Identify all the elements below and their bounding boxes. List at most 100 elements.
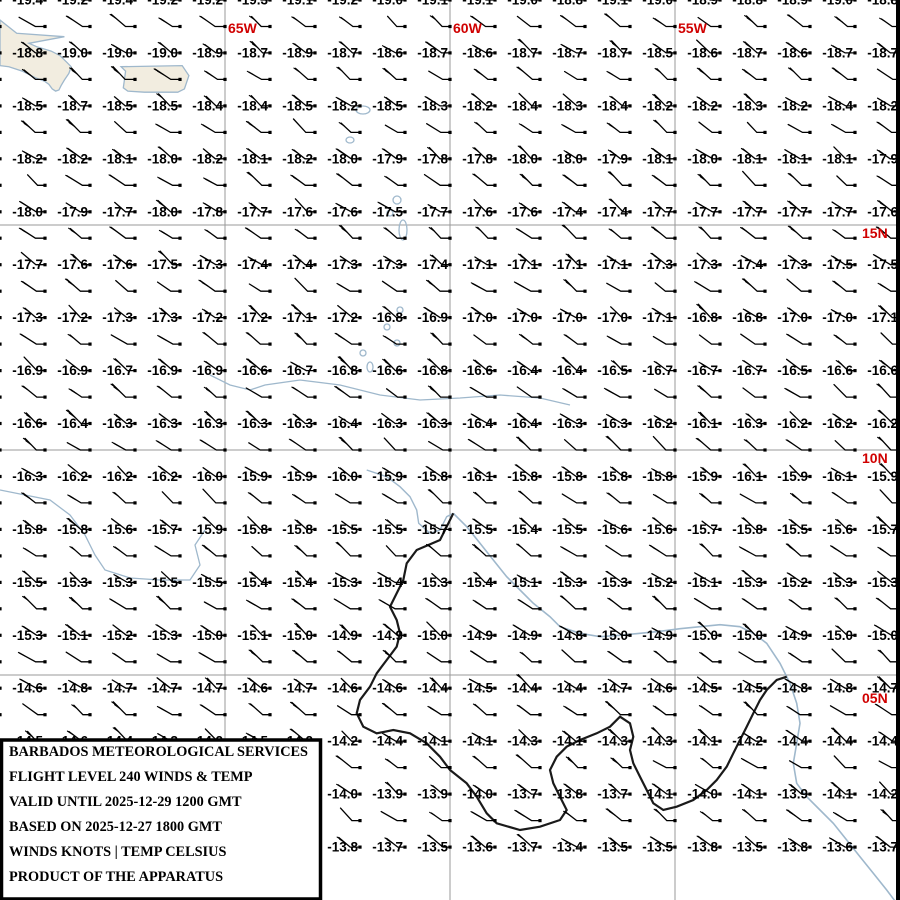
svg-text:-14.1: -14.1 bbox=[462, 734, 493, 749]
svg-text:-14.8: -14.8 bbox=[57, 681, 88, 696]
svg-text:-17.3: -17.3 bbox=[642, 257, 673, 272]
svg-text:-17.5: -17.5 bbox=[147, 257, 178, 272]
svg-text:-15.0: -15.0 bbox=[732, 628, 763, 643]
svg-text:-15.9: -15.9 bbox=[687, 469, 718, 484]
svg-text:-14.4: -14.4 bbox=[777, 734, 808, 749]
svg-text:-15.3: -15.3 bbox=[102, 575, 133, 590]
svg-text:-18.4: -18.4 bbox=[192, 98, 223, 113]
svg-text:-17.9: -17.9 bbox=[597, 151, 628, 166]
svg-text:-15.5: -15.5 bbox=[372, 522, 403, 537]
svg-text:-18.3: -18.3 bbox=[552, 98, 583, 113]
svg-text:-16.1: -16.1 bbox=[462, 469, 493, 484]
svg-text:-18.0: -18.0 bbox=[147, 151, 178, 166]
svg-text:-16.9: -16.9 bbox=[147, 363, 178, 378]
svg-text:-17.5: -17.5 bbox=[867, 257, 898, 272]
svg-text:-17.3: -17.3 bbox=[102, 310, 133, 325]
svg-text:-15.8: -15.8 bbox=[237, 522, 268, 537]
svg-text:-15.4: -15.4 bbox=[372, 575, 403, 590]
svg-text:-13.8: -13.8 bbox=[687, 840, 718, 855]
svg-text:-18.7: -18.7 bbox=[417, 45, 448, 60]
svg-text:-16.3: -16.3 bbox=[102, 416, 133, 431]
svg-text:10N: 10N bbox=[862, 450, 888, 466]
svg-text:-18.9: -18.9 bbox=[192, 45, 223, 60]
svg-text:-19.0: -19.0 bbox=[372, 0, 403, 8]
svg-text:-19.0: -19.0 bbox=[822, 0, 853, 8]
svg-text:-15.0: -15.0 bbox=[282, 628, 313, 643]
svg-text:-15.9: -15.9 bbox=[237, 469, 268, 484]
svg-text:-17.3: -17.3 bbox=[192, 257, 223, 272]
svg-text:-16.4: -16.4 bbox=[327, 416, 358, 431]
svg-text:-17.0: -17.0 bbox=[552, 310, 583, 325]
svg-text:-18.6: -18.6 bbox=[687, 45, 718, 60]
svg-text:-17.1: -17.1 bbox=[552, 257, 583, 272]
svg-text:-16.8: -16.8 bbox=[327, 363, 358, 378]
svg-text:-16.0: -16.0 bbox=[192, 469, 223, 484]
svg-text:-16.8: -16.8 bbox=[732, 310, 763, 325]
svg-text:-18.4: -18.4 bbox=[507, 98, 538, 113]
svg-text:-15.8: -15.8 bbox=[732, 522, 763, 537]
svg-text:-18.0: -18.0 bbox=[687, 151, 718, 166]
svg-text:-16.3: -16.3 bbox=[372, 416, 403, 431]
svg-text:-18.0: -18.0 bbox=[147, 204, 178, 219]
svg-text:-14.1: -14.1 bbox=[642, 787, 673, 802]
svg-text:PRODUCT OF THE APPARATUS: PRODUCT OF THE APPARATUS bbox=[9, 869, 223, 885]
svg-text:FLIGHT LEVEL 240 WINDS & TEMP: FLIGHT LEVEL 240 WINDS & TEMP bbox=[9, 769, 253, 785]
svg-text:-14.6: -14.6 bbox=[642, 681, 673, 696]
svg-text:-15.5: -15.5 bbox=[147, 575, 178, 590]
svg-text:-16.9: -16.9 bbox=[417, 310, 448, 325]
svg-text:-18.2: -18.2 bbox=[12, 151, 43, 166]
svg-text:-14.7: -14.7 bbox=[192, 681, 223, 696]
svg-text:-19.2: -19.2 bbox=[327, 0, 358, 8]
svg-text:-19.1: -19.1 bbox=[282, 0, 313, 8]
svg-text:-17.5: -17.5 bbox=[372, 204, 403, 219]
svg-text:65W: 65W bbox=[228, 20, 258, 36]
svg-text:-18.2: -18.2 bbox=[192, 151, 223, 166]
svg-text:-14.4: -14.4 bbox=[822, 734, 853, 749]
svg-text:-19.4: -19.4 bbox=[12, 0, 43, 8]
svg-text:-16.3: -16.3 bbox=[552, 416, 583, 431]
svg-text:-18.0: -18.0 bbox=[327, 151, 358, 166]
svg-text:-13.7: -13.7 bbox=[507, 787, 538, 802]
svg-text:-17.8: -17.8 bbox=[192, 204, 223, 219]
svg-text:-16.5: -16.5 bbox=[777, 363, 808, 378]
svg-text:-18.1: -18.1 bbox=[102, 151, 133, 166]
svg-text:60W: 60W bbox=[453, 20, 483, 36]
svg-text:-17.0: -17.0 bbox=[597, 310, 628, 325]
svg-text:-14.3: -14.3 bbox=[597, 734, 628, 749]
svg-text:-17.9: -17.9 bbox=[867, 151, 898, 166]
svg-text:BASED ON 2025-12-27 1800 GMT: BASED ON 2025-12-27 1800 GMT bbox=[9, 819, 222, 835]
svg-text:-16.5: -16.5 bbox=[597, 363, 628, 378]
svg-text:-15.5: -15.5 bbox=[12, 575, 43, 590]
svg-text:-16.8: -16.8 bbox=[687, 310, 718, 325]
svg-text:-15.4: -15.4 bbox=[237, 575, 268, 590]
svg-text:-16.6: -16.6 bbox=[867, 363, 898, 378]
svg-text:-17.1: -17.1 bbox=[642, 310, 673, 325]
svg-text:-17.1: -17.1 bbox=[597, 257, 628, 272]
svg-text:-16.4: -16.4 bbox=[507, 363, 538, 378]
svg-text:-15.3: -15.3 bbox=[552, 575, 583, 590]
svg-text:-14.7: -14.7 bbox=[102, 681, 133, 696]
svg-text:-17.2: -17.2 bbox=[57, 310, 88, 325]
svg-text:-14.8: -14.8 bbox=[777, 681, 808, 696]
svg-text:-13.5: -13.5 bbox=[417, 840, 448, 855]
svg-text:-17.6: -17.6 bbox=[462, 204, 493, 219]
svg-text:-16.4: -16.4 bbox=[552, 363, 583, 378]
svg-text:-15.8: -15.8 bbox=[12, 522, 43, 537]
svg-text:-15.3: -15.3 bbox=[57, 575, 88, 590]
svg-text:-14.1: -14.1 bbox=[417, 734, 448, 749]
svg-text:-14.9: -14.9 bbox=[507, 628, 538, 643]
svg-text:-14.7: -14.7 bbox=[147, 681, 178, 696]
svg-text:-16.7: -16.7 bbox=[282, 363, 313, 378]
svg-text:-16.3: -16.3 bbox=[282, 416, 313, 431]
svg-text:-14.2: -14.2 bbox=[867, 787, 898, 802]
svg-text:-14.5: -14.5 bbox=[462, 681, 493, 696]
svg-text:-15.2: -15.2 bbox=[102, 628, 133, 643]
svg-text:-15.4: -15.4 bbox=[507, 522, 538, 537]
svg-text:-18.1: -18.1 bbox=[237, 151, 268, 166]
svg-text:-15.7: -15.7 bbox=[417, 522, 448, 537]
svg-text:-17.6: -17.6 bbox=[327, 204, 358, 219]
svg-text:-15.8: -15.8 bbox=[642, 469, 673, 484]
svg-text:-17.6: -17.6 bbox=[867, 204, 898, 219]
svg-text:-15.3: -15.3 bbox=[732, 575, 763, 590]
svg-text:-17.0: -17.0 bbox=[462, 310, 493, 325]
